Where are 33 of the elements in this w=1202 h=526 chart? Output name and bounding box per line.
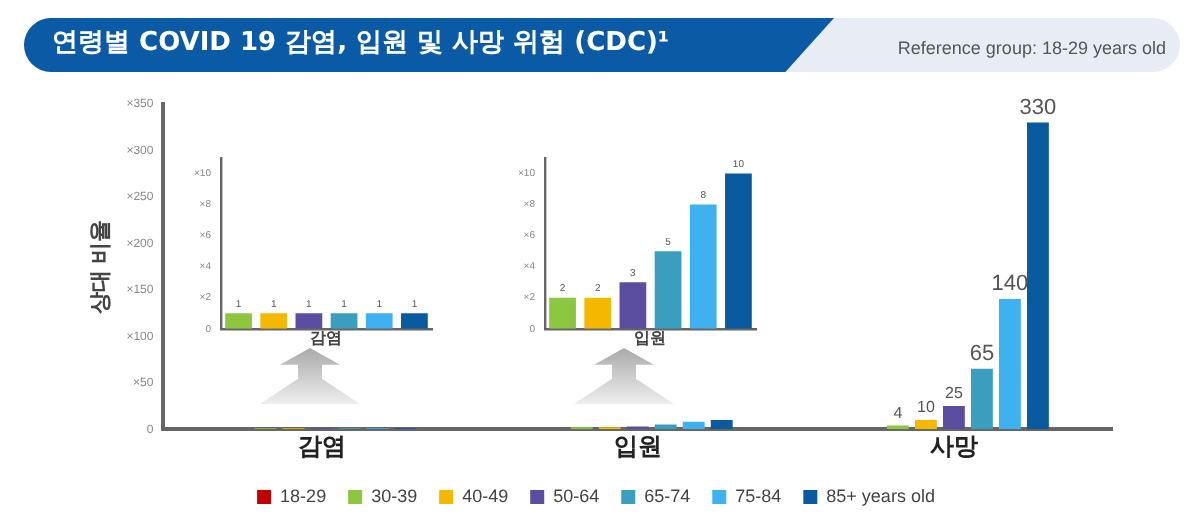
legend-label: 85+ years old [826, 485, 935, 506]
data-label: 65 [969, 341, 995, 366]
x-tick-label: 입원 [613, 432, 662, 461]
bar [710, 419, 733, 430]
bar [998, 299, 1021, 430]
bar [725, 173, 752, 329]
legend-label: 75-84 [735, 485, 782, 506]
x-axis-title: 입원 [634, 328, 667, 347]
y-axis-title: 상대 비율 [89, 219, 114, 314]
x-tick-label: 감염 [297, 432, 346, 461]
bar [689, 204, 717, 329]
data-label: 25 [945, 384, 964, 403]
bar [942, 405, 965, 430]
bar [619, 282, 647, 329]
bar [654, 251, 682, 329]
chart-subtitle: Reference group: 18-29 years old [897, 38, 1166, 58]
legend-label: 65-74 [644, 485, 691, 506]
legend-label: 40-49 [462, 485, 509, 506]
bar [584, 297, 612, 329]
legend-label: 30-39 [371, 485, 418, 506]
legend-label: 50-64 [553, 485, 600, 506]
bar [549, 297, 576, 329]
chart-title: 연령별 COVID 19 감염, 입원 및 사망 위험 (CDC)¹ [52, 26, 670, 60]
data-label: 330 [1019, 95, 1057, 120]
bar [682, 421, 705, 430]
data-label: 10 [916, 398, 936, 417]
bar [914, 419, 937, 430]
bar [970, 368, 993, 430]
legend-label: 18-29 [280, 485, 327, 506]
data-label: 4 [893, 403, 904, 422]
bar [1027, 122, 1049, 430]
x-axis-title: 감염 [310, 328, 343, 347]
x-tick-label: 사망 [929, 432, 978, 461]
